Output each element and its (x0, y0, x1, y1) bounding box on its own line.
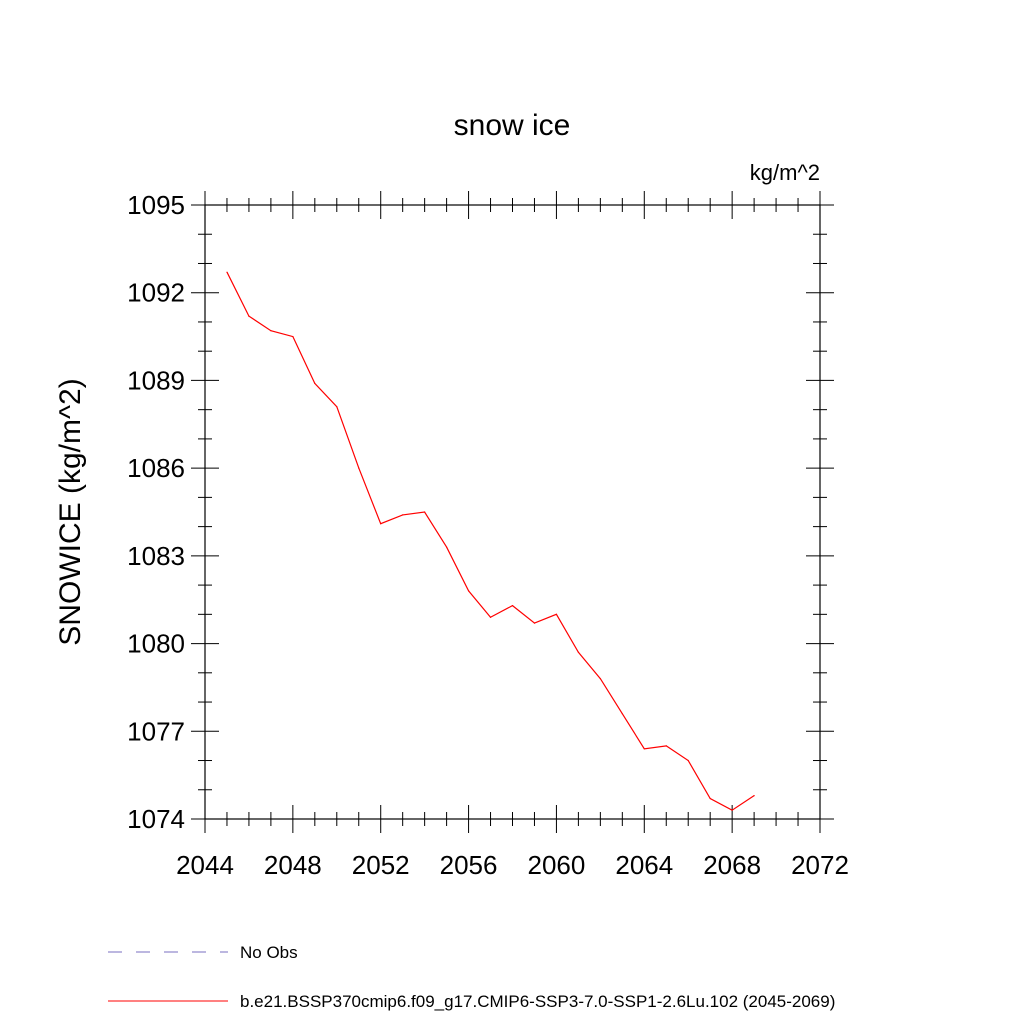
data-point (599, 678, 602, 680)
data-point (577, 651, 580, 653)
data-point (424, 511, 426, 513)
data-point (248, 315, 250, 317)
x-tick-label: 2052 (352, 850, 410, 880)
data-point (665, 745, 667, 747)
y-axis-label: SNOWICE (kg/m^2) (54, 378, 87, 645)
plot-frame (204, 204, 821, 820)
data-point (709, 797, 711, 800)
data-point (643, 748, 645, 750)
y-tick-label: 1089 (127, 365, 185, 395)
x-tick-label: 2068 (703, 850, 761, 880)
units-label: kg/m^2 (750, 160, 820, 185)
y-tick-label: 1095 (127, 190, 185, 220)
y-tick-label: 1083 (127, 541, 185, 571)
y-tick-label: 1086 (127, 453, 185, 483)
y-tick-label: 1077 (127, 716, 185, 746)
data-point (489, 616, 492, 618)
data-point (358, 467, 360, 469)
data-point (314, 382, 316, 384)
legend-label: b.e21.BSSP370cmip6.f09_g17.CMIP6-SSP3-7.… (240, 992, 835, 1011)
x-tick-label: 2060 (528, 850, 586, 880)
y-tick-label: 1080 (127, 629, 185, 659)
data-point (270, 330, 272, 332)
data-point (402, 514, 404, 516)
x-tick-label: 2056 (440, 850, 498, 880)
data-point (380, 523, 382, 525)
data-point (753, 795, 755, 797)
legend: No Obs b.e21.BSSP370cmip6.f09_g17.CMIP6-S… (108, 943, 835, 1011)
data-point (621, 713, 623, 715)
data-point (533, 622, 536, 624)
data-point (446, 546, 448, 548)
data-point (336, 406, 338, 408)
data-point (292, 336, 294, 338)
data-point (511, 605, 514, 607)
x-tick-label: 2072 (791, 850, 849, 880)
data-point (555, 613, 558, 615)
data-point (687, 759, 689, 762)
data-point (468, 590, 470, 592)
series-line (226, 271, 755, 811)
y-tick-label: 1092 (127, 278, 185, 308)
x-tick-label: 2044 (176, 850, 234, 880)
x-tick-label: 2064 (615, 850, 673, 880)
chart-title: snow ice (454, 109, 571, 142)
axis-ticks: 2044 2048 2052 2056 2060 2064 2068 2072 1074 1077… (127, 190, 849, 880)
x-tick-label: 2048 (264, 850, 322, 880)
legend-label: No Obs (240, 943, 298, 962)
data-point (731, 809, 733, 811)
data-point (226, 271, 228, 273)
series-layer (226, 271, 755, 811)
y-tick-label: 1074 (127, 804, 185, 834)
